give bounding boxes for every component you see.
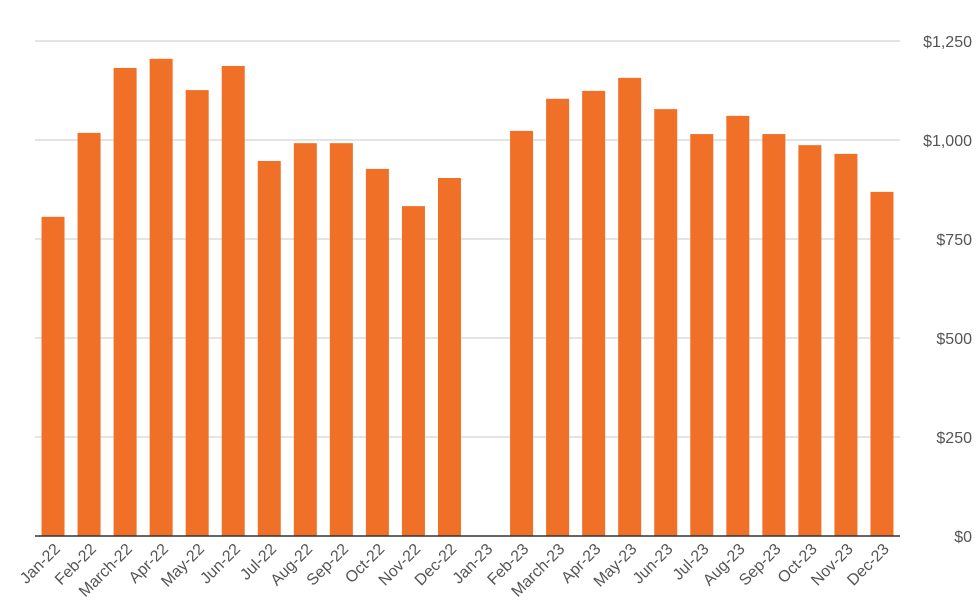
bar xyxy=(113,67,137,536)
y-tick-label: $1,000 xyxy=(923,133,972,150)
bar xyxy=(293,143,317,536)
bar xyxy=(834,153,858,537)
x-tick-label: Jun-23 xyxy=(630,541,677,588)
bar xyxy=(546,98,570,536)
y-tick-label: $250 xyxy=(936,430,972,447)
x-tick-label: Jun-22 xyxy=(197,541,244,588)
bar xyxy=(654,109,678,536)
bar xyxy=(329,143,353,536)
y-tick-label: $750 xyxy=(936,232,972,249)
bar xyxy=(41,216,65,536)
y-tick-label: $0 xyxy=(954,529,972,546)
bar xyxy=(510,130,534,536)
bar xyxy=(365,168,389,536)
bar xyxy=(870,191,894,536)
bar xyxy=(149,58,173,536)
bar xyxy=(77,132,101,536)
y-tick-label: $500 xyxy=(936,331,972,348)
bar xyxy=(690,134,714,536)
bar xyxy=(798,145,822,536)
bar xyxy=(582,90,606,537)
bar xyxy=(257,160,281,536)
bar xyxy=(726,115,750,537)
bar xyxy=(618,77,642,536)
bar xyxy=(185,90,209,536)
bar xyxy=(437,178,461,537)
y-tick-label: $1,250 xyxy=(923,34,972,51)
bar xyxy=(762,134,786,536)
bar xyxy=(401,206,425,536)
bar xyxy=(221,65,245,536)
